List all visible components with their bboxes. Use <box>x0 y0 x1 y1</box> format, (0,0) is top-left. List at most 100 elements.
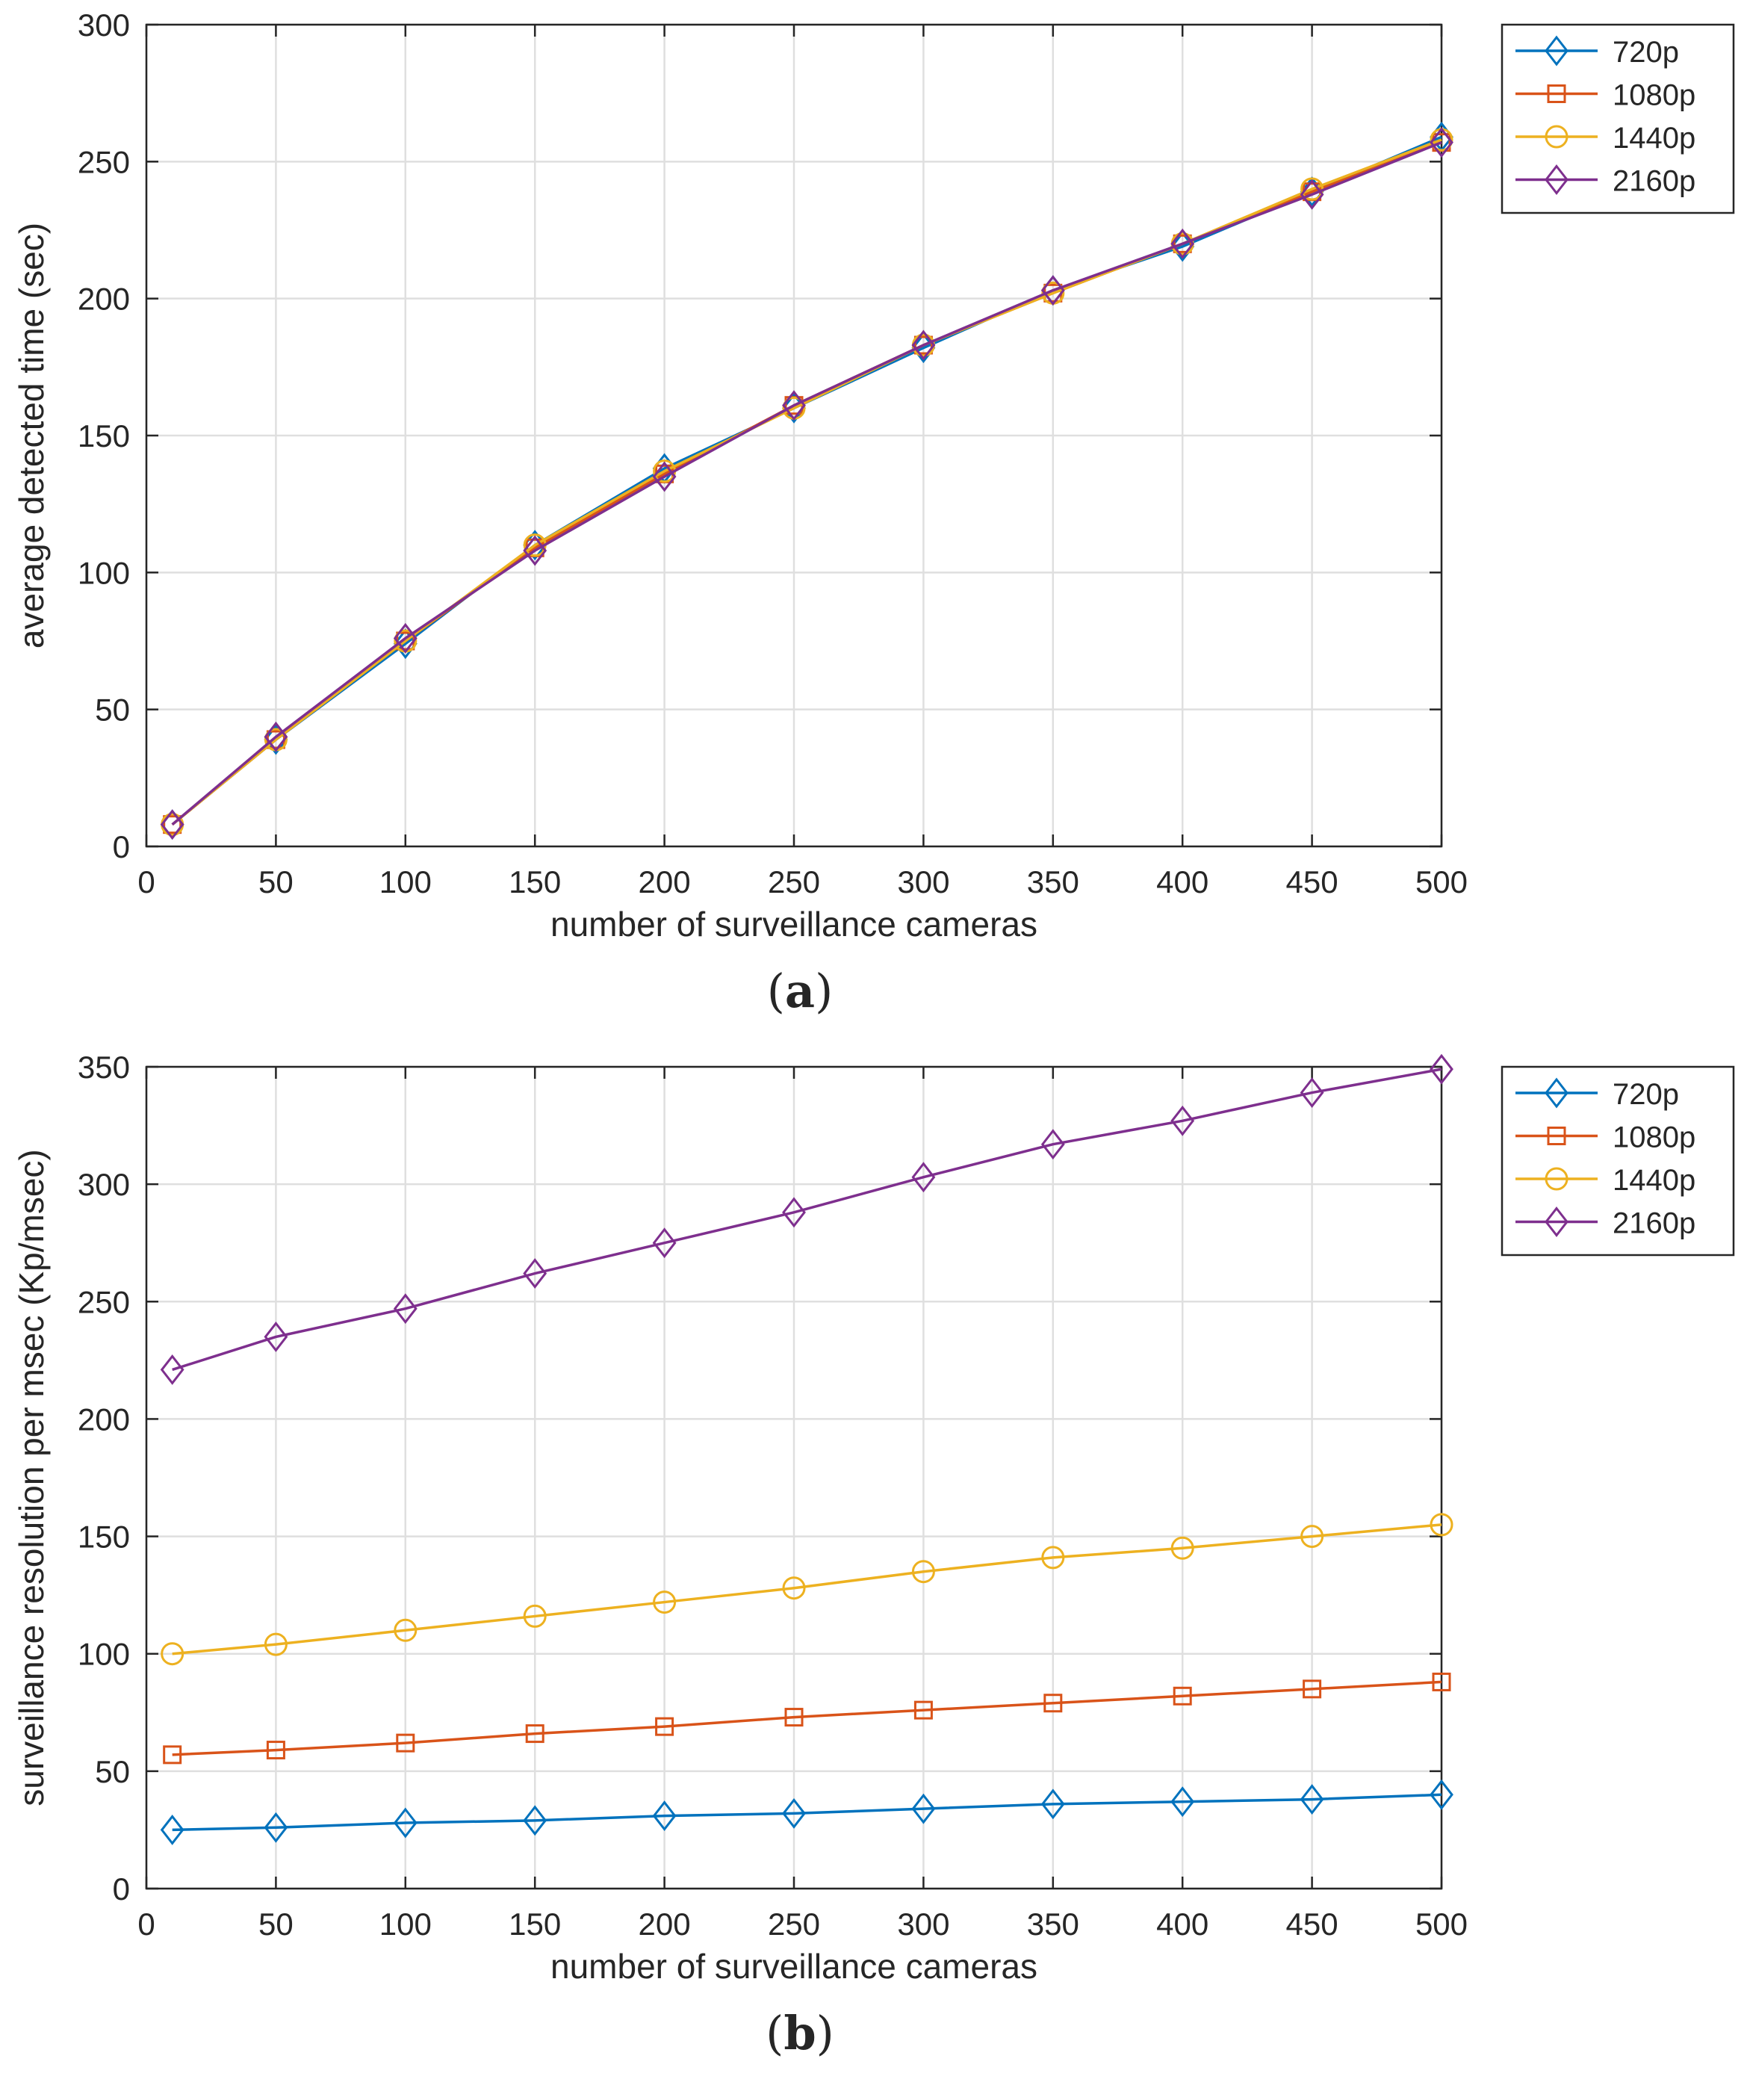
data-point <box>782 390 806 421</box>
data-point <box>1170 1786 1195 1818</box>
legend-entry: 720p <box>1613 1078 1679 1111</box>
data-point <box>911 1560 935 1584</box>
data-point <box>264 1812 288 1843</box>
data-point <box>1173 234 1192 253</box>
data-point <box>523 535 547 566</box>
data-point <box>655 1717 674 1736</box>
axes-box <box>145 23 1443 848</box>
x-tick-label: 100 <box>379 864 432 899</box>
y-tick-label: 100 <box>78 555 130 590</box>
data-point <box>913 1700 933 1720</box>
legend-entry: 720p <box>1613 36 1679 69</box>
data-point <box>1300 1525 1324 1549</box>
data-point <box>160 809 184 840</box>
series-2160p <box>160 127 1453 840</box>
data-point <box>652 1800 677 1832</box>
x-axis-label: number of surveillance cameras <box>550 1947 1037 1986</box>
legend-marker <box>1545 125 1568 149</box>
data-point <box>1040 1788 1065 1820</box>
legend-marker <box>1545 1167 1568 1191</box>
y-tick-label: 350 <box>78 1050 130 1085</box>
y-tick-label: 300 <box>78 7 130 43</box>
data-point <box>394 1618 418 1642</box>
data-point <box>1040 275 1065 306</box>
data-point <box>782 1197 806 1228</box>
data-point <box>1300 179 1324 210</box>
chart-panel-b: 0 50 100 150 200 250 300 350 400 450 500 0 50 100 150 2… <box>12 1050 1735 2060</box>
series-line <box>172 1068 1442 1372</box>
data-point <box>784 1708 804 1727</box>
x-tick-label: 250 <box>768 864 820 899</box>
x-axis-label: number of surveillance cameras <box>550 905 1037 944</box>
data-point <box>523 1805 547 1836</box>
y-tick-label: 250 <box>78 144 130 179</box>
data-point <box>396 1733 415 1753</box>
y-tick-label: 50 <box>95 1754 130 1789</box>
x-tick-label: 450 <box>1286 864 1338 899</box>
data-point <box>913 335 933 355</box>
data-point <box>1040 1129 1065 1160</box>
data-point <box>160 1354 184 1385</box>
x-tick-label: 0 <box>137 1907 155 1942</box>
legend: 720p 1080p 1440p 2160p <box>1501 1065 1735 1257</box>
legend-entry: 1440p <box>1613 122 1695 155</box>
y-tick-label: 50 <box>95 693 130 728</box>
x-tick-label: 350 <box>1027 864 1079 899</box>
x-tick-label: 300 <box>897 864 949 899</box>
data-point <box>523 1258 547 1289</box>
caption-open-paren: ( <box>767 964 785 1018</box>
y-tick-label: 0 <box>113 1871 130 1907</box>
x-tick-label: 300 <box>897 1907 949 1942</box>
data-point <box>264 1321 288 1352</box>
data-point <box>911 1162 936 1193</box>
x-tick-label: 350 <box>1027 1907 1079 1942</box>
x-tick-label: 450 <box>1286 1907 1338 1942</box>
data-point <box>393 628 418 660</box>
caption-close-paren: ) <box>815 964 833 1018</box>
x-tick-label: 50 <box>258 864 294 899</box>
data-point <box>1300 1784 1324 1815</box>
data-point <box>266 1741 285 1760</box>
legend-entry: 2160p <box>1613 1207 1695 1240</box>
caption-close-paren: ) <box>816 2006 834 2060</box>
series-line <box>172 1523 1442 1655</box>
series-2160p <box>160 1053 1453 1385</box>
legend-entry: 2160p <box>1613 165 1695 198</box>
data-point <box>1170 1536 1194 1560</box>
data-point <box>1430 1513 1453 1537</box>
caption-letter: b <box>783 2006 816 2060</box>
x-tick-label: 50 <box>258 1907 294 1942</box>
data-point <box>1300 1077 1324 1109</box>
legend-box <box>1501 1065 1735 1257</box>
data-point <box>652 1227 677 1259</box>
y-tick-label: 0 <box>113 829 130 864</box>
legend-entry: 1080p <box>1613 1121 1695 1154</box>
legend-marker <box>1547 84 1566 103</box>
data-point <box>782 1797 806 1829</box>
data-point <box>393 1807 418 1839</box>
legend-marker <box>1545 164 1568 195</box>
x-tick-label: 200 <box>639 1907 691 1942</box>
data-point <box>161 1642 184 1666</box>
data-point <box>1041 1546 1065 1570</box>
data-point <box>1430 1053 1453 1085</box>
data-point <box>782 1576 806 1600</box>
x-tick-label: 500 <box>1415 864 1468 899</box>
data-point <box>163 1745 182 1765</box>
data-point <box>393 622 418 654</box>
y-tick-label: 100 <box>78 1637 130 1672</box>
y-tick-label: 150 <box>78 1520 130 1555</box>
legend: 720p 1080p 1440p 2160p <box>1501 23 1735 214</box>
x-tick-label: 200 <box>639 864 691 899</box>
legend-entry: 1080p <box>1613 79 1695 112</box>
series-line <box>171 138 1442 826</box>
data-point <box>653 1591 677 1614</box>
x-tick-label: 400 <box>1156 1907 1208 1942</box>
chart-panel-a: 0 50 100 150 200 250 300 350 400 450 500 0 50 100 150 2… <box>12 7 1735 1018</box>
data-point <box>1430 1779 1453 1810</box>
series-line <box>171 141 1442 826</box>
legend-entry: 1440p <box>1613 1164 1695 1197</box>
x-tick-label: 500 <box>1415 1907 1468 1942</box>
data-point <box>1432 1672 1451 1691</box>
